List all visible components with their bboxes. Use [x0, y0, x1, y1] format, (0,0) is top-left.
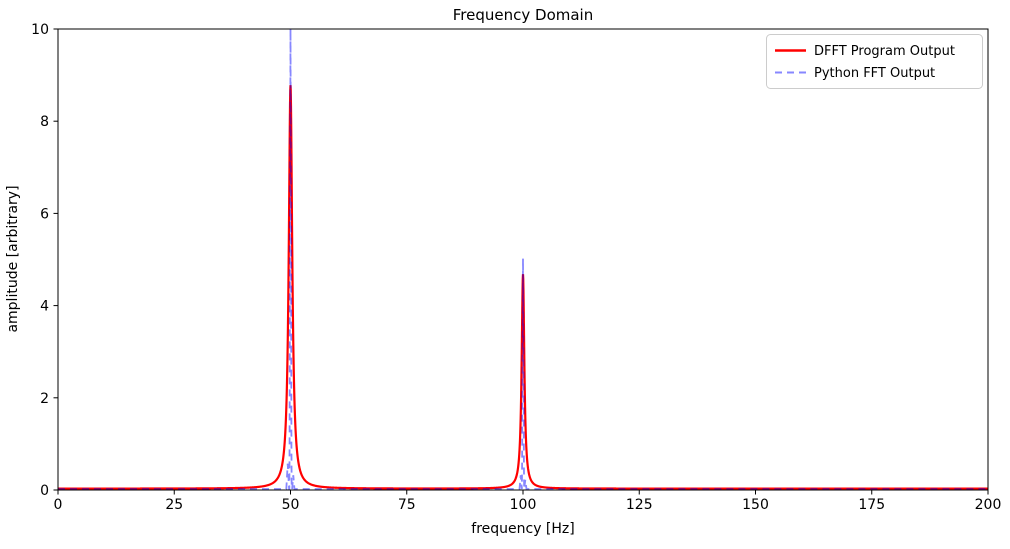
y-tick-label: 2 [40, 391, 49, 407]
y-tick-label: 8 [40, 114, 49, 130]
x-tick-label: 50 [282, 497, 300, 513]
x-axis-label: frequency [Hz] [471, 521, 574, 537]
x-tick-label: 175 [858, 497, 885, 513]
y-tick-label: 0 [40, 483, 49, 499]
x-tick-label: 200 [975, 497, 1002, 513]
x-tick-label: 125 [626, 497, 653, 513]
y-axis-ticks: 0 2 4 6 8 10 [31, 22, 58, 499]
x-tick-label: 0 [54, 497, 63, 513]
legend-box [766, 34, 983, 89]
x-tick-label: 150 [742, 497, 769, 513]
dfft-program-output-line [58, 85, 988, 490]
plot-area [58, 29, 988, 490]
y-tick-label: 10 [31, 22, 49, 38]
chart-title: Frequency Domain [453, 6, 593, 24]
y-tick-label: 4 [40, 299, 49, 315]
legend: DFFT Program Output Python FFT Output [766, 34, 983, 89]
y-tick-label: 6 [40, 206, 49, 222]
x-axis-ticks: 0 25 50 75 100 125 150 175 200 [54, 490, 1002, 513]
x-tick-label: 100 [510, 497, 537, 513]
legend-label: Python FFT Output [814, 66, 935, 81]
y-axis-label: amplitude [arbitrary] [5, 185, 21, 332]
x-tick-label: 25 [165, 497, 183, 513]
x-tick-label: 75 [398, 497, 416, 513]
legend-label: DFFT Program Output [814, 44, 955, 59]
